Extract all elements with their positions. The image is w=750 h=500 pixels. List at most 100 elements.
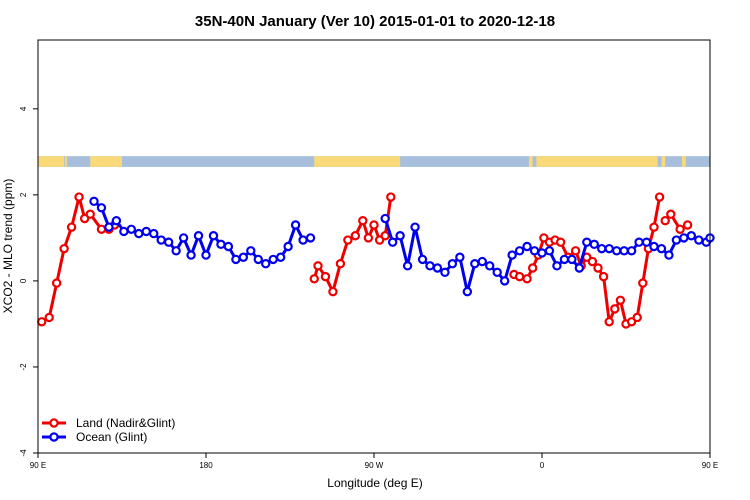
data-point xyxy=(150,230,157,237)
data-point xyxy=(180,234,187,241)
x-axis: 90 E 180 90 W 0 90 E xyxy=(30,453,718,470)
data-point xyxy=(516,273,523,280)
data-point xyxy=(210,232,217,239)
data-point xyxy=(635,239,642,246)
data-point xyxy=(449,260,456,267)
data-point xyxy=(557,239,564,246)
data-point xyxy=(606,318,613,325)
data-point xyxy=(486,262,493,269)
data-point xyxy=(662,217,669,224)
land-strip-segment xyxy=(90,156,122,167)
data-point xyxy=(404,262,411,269)
data-point xyxy=(344,236,351,243)
data-point xyxy=(322,273,329,280)
x-tick-label: 90 W xyxy=(365,461,384,470)
data-point xyxy=(572,247,579,254)
data-point xyxy=(523,243,530,250)
legend-entry: Land (Nadir&Glint) xyxy=(42,416,175,430)
data-point xyxy=(471,260,478,267)
data-point xyxy=(531,247,538,254)
data-point xyxy=(684,221,691,228)
data-point xyxy=(262,260,269,267)
data-point xyxy=(87,211,94,218)
data-point xyxy=(613,247,620,254)
data-point xyxy=(277,254,284,261)
data-point xyxy=(611,305,618,312)
data-point xyxy=(247,247,254,254)
data-point xyxy=(314,262,321,269)
data-point xyxy=(598,245,605,252)
data-point xyxy=(680,234,687,241)
land-strip-segment xyxy=(529,156,533,167)
data-point xyxy=(311,275,318,282)
y-axis-label: XCO2 - MLO trend (ppm) xyxy=(1,179,15,314)
land-strip-segment xyxy=(38,156,64,167)
land-strip-segment xyxy=(682,156,686,167)
data-point xyxy=(594,264,601,271)
y-axis: -4 -2 0 2 4 xyxy=(19,106,38,457)
data-point xyxy=(292,221,299,228)
data-point xyxy=(195,232,202,239)
data-point xyxy=(382,215,389,222)
data-point xyxy=(113,217,120,224)
data-point xyxy=(673,236,680,243)
data-point xyxy=(546,247,553,254)
data-point xyxy=(529,264,536,271)
series-land xyxy=(38,193,691,327)
data-point xyxy=(46,314,53,321)
x-tick-label: 180 xyxy=(199,461,213,470)
data-point xyxy=(68,224,75,231)
series-ocean xyxy=(90,198,713,296)
y-tick-label: 0 xyxy=(19,278,28,283)
legend-label: Ocean (Glint) xyxy=(76,430,147,444)
data-point xyxy=(650,243,657,250)
series-layer xyxy=(38,193,713,327)
data-point xyxy=(98,204,105,211)
x-tick-label: 90 E xyxy=(30,461,46,470)
data-point xyxy=(397,232,404,239)
surface-type-strip xyxy=(38,156,710,167)
legend: Land (Nadir&Glint)Ocean (Glint) xyxy=(42,416,175,444)
data-point xyxy=(553,262,560,269)
data-point xyxy=(270,256,277,263)
land-strip-segment xyxy=(536,156,657,167)
data-point xyxy=(165,239,172,246)
data-point xyxy=(634,314,641,321)
data-point xyxy=(568,256,575,263)
data-point xyxy=(456,254,463,261)
data-point xyxy=(426,262,433,269)
data-point xyxy=(90,198,97,205)
data-point xyxy=(464,288,471,295)
data-point xyxy=(589,258,596,265)
data-point xyxy=(240,254,247,261)
data-point xyxy=(255,256,262,263)
data-point xyxy=(389,239,396,246)
data-point xyxy=(606,245,613,252)
data-point xyxy=(105,224,112,231)
data-point xyxy=(53,279,60,286)
data-point xyxy=(285,243,292,250)
data-point xyxy=(173,247,180,254)
y-tick-label: 2 xyxy=(19,192,28,197)
data-point xyxy=(128,226,135,233)
chart-title: 35N-40N January (Ver 10) 2015-01-01 to 2… xyxy=(195,13,555,30)
land-strip-segment xyxy=(661,156,665,167)
data-point xyxy=(187,252,194,259)
data-point xyxy=(650,224,657,231)
data-point xyxy=(365,234,372,241)
data-point xyxy=(501,277,508,284)
data-point xyxy=(658,245,665,252)
data-point xyxy=(370,221,377,228)
y-tick-label: -4 xyxy=(19,449,28,457)
legend-entry: Ocean (Glint) xyxy=(42,430,147,444)
data-point xyxy=(583,239,590,246)
data-point xyxy=(158,236,165,243)
data-point xyxy=(617,297,624,304)
data-point xyxy=(479,258,486,265)
x-axis-label: Longitude (deg E) xyxy=(327,476,422,490)
legend-label: Land (Nadir&Glint) xyxy=(76,416,175,430)
data-point xyxy=(98,226,105,233)
data-point xyxy=(643,239,650,246)
data-point xyxy=(359,217,366,224)
